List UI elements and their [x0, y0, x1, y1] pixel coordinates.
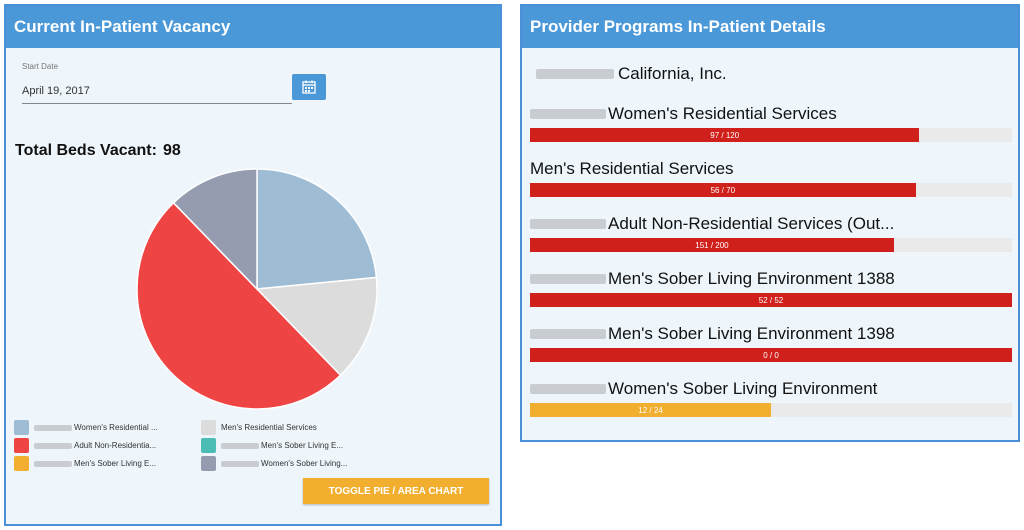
legend-label: Women's Sober Living...: [261, 459, 348, 468]
capacity-bar-label: 12 / 24: [638, 405, 663, 415]
program-item[interactable]: Men's Sober Living Environment 1388 52 / …: [530, 269, 1012, 307]
redacted-text: [530, 109, 606, 119]
pie-slice-5[interactable]: [172, 168, 258, 291]
redacted-text: [536, 69, 614, 79]
redacted-text: [34, 424, 72, 431]
program-name: Men's Residential Services: [530, 159, 734, 178]
legend-swatch: [14, 438, 29, 453]
legend-swatch: [201, 456, 216, 471]
redacted-text: [530, 329, 606, 339]
program-name: Adult Non-Residential Services (Out...: [608, 214, 895, 233]
organization-label: California, Inc.: [618, 64, 727, 83]
legend-item[interactable]: Men's Sober Living E...: [201, 438, 343, 453]
program-title: Adult Non-Residential Services (Out...: [530, 214, 1012, 234]
programs-panel: Provider Programs In-Patient Details Cal…: [520, 4, 1020, 442]
capacity-bar-track: 97 / 120: [530, 128, 1012, 142]
program-title: Women's Sober Living Environment: [530, 379, 1012, 399]
capacity-bar-label: 151 / 200: [695, 240, 729, 250]
capacity-bar-label: 97 / 120: [710, 130, 740, 140]
capacity-bar-track: 0 / 0: [530, 348, 1012, 362]
legend-label: Women's Residential ...: [74, 423, 158, 432]
legend-item[interactable]: Men's Sober Living E...: [14, 456, 156, 471]
vacancy-panel-title: Current In-Patient Vacancy: [6, 6, 500, 48]
calendar-icon: [302, 80, 316, 94]
redacted-text: [34, 442, 72, 449]
capacity-bar-track: 56 / 70: [530, 183, 1012, 197]
legend-item[interactable]: Men's Residential Services: [201, 420, 317, 435]
program-title: Men's Sober Living Environment 1388: [530, 269, 1012, 289]
program-item[interactable]: Women's Sober Living Environment 12 / 24: [530, 379, 1012, 417]
organization-name: California, Inc.: [536, 64, 727, 84]
program-title: Men's Residential Services: [530, 159, 1012, 179]
capacity-bar-fill: 0 / 0: [530, 348, 1012, 362]
redacted-text: [221, 460, 259, 467]
legend-label: Men's Sober Living E...: [261, 441, 344, 450]
program-item[interactable]: Men's Sober Living Environment 1398 0 / 0: [530, 324, 1012, 362]
legend-label: Men's Residential Services: [221, 423, 317, 432]
redacted-text: [34, 460, 72, 467]
capacity-bar-fill: 52 / 52: [530, 293, 1012, 307]
legend-swatch: [201, 438, 216, 453]
redacted-text: [530, 384, 606, 394]
pie-slice-2[interactable]: [136, 201, 342, 410]
start-date-label: Start Date: [22, 62, 59, 71]
legend-label: Men's Sober Living E...: [74, 459, 157, 468]
redacted-text: [530, 274, 606, 284]
capacity-bar-label: 52 / 52: [758, 295, 784, 305]
toggle-chart-button[interactable]: TOGGLE PIE / AREA CHART: [303, 478, 489, 504]
redacted-text: [530, 219, 606, 229]
capacity-bar-fill: 97 / 120: [530, 128, 920, 142]
total-beds-vacant: Total Beds Vacant: 98: [15, 142, 181, 160]
capacity-bar-track: 52 / 52: [530, 293, 1012, 307]
program-name: Men's Sober Living Environment 1398: [608, 324, 895, 343]
calendar-button[interactable]: [292, 74, 326, 100]
program-item[interactable]: Women's Residential Services 97 / 120: [530, 104, 1012, 142]
pie-slice-1[interactable]: [255, 276, 378, 377]
capacity-bar-label: 56 / 70: [710, 185, 736, 195]
capacity-bar-label: 0 / 0: [763, 350, 779, 360]
legend-swatch: [14, 420, 29, 435]
total-value: 98: [162, 142, 181, 159]
legend-label: Adult Non-Residentia...: [74, 441, 157, 450]
legend-swatch: [14, 456, 29, 471]
start-date-input[interactable]: [22, 78, 292, 104]
capacity-bar-fill: 151 / 200: [530, 238, 894, 252]
program-title: Men's Sober Living Environment 1398: [530, 324, 1012, 344]
program-title: Women's Residential Services: [530, 104, 1012, 124]
legend-item[interactable]: Women's Sober Living...: [201, 456, 347, 471]
vacancy-pie-chart[interactable]: [134, 166, 380, 412]
capacity-bar-track: 12 / 24: [530, 403, 1012, 417]
legend-swatch: [201, 420, 216, 435]
program-name: Men's Sober Living Environment 1388: [608, 269, 895, 288]
program-item[interactable]: Men's Residential Services 56 / 70: [530, 159, 1012, 197]
redacted-text: [221, 442, 259, 449]
program-item[interactable]: Adult Non-Residential Services (Out... 15…: [530, 214, 1012, 252]
legend-item[interactable]: Adult Non-Residentia...: [14, 438, 156, 453]
programs-panel-title: Provider Programs In-Patient Details: [522, 6, 1018, 48]
vacancy-panel: Current In-Patient Vacancy Start Date To…: [4, 4, 502, 526]
pie-slice-0[interactable]: [256, 168, 378, 290]
program-name: Women's Sober Living Environment: [608, 379, 878, 398]
capacity-bar-track: 151 / 200: [530, 238, 1012, 252]
capacity-bar-fill: 12 / 24: [530, 403, 771, 417]
total-label: Total Beds Vacant:: [15, 142, 157, 159]
program-name: Women's Residential Services: [608, 104, 837, 123]
legend-item[interactable]: Women's Residential ...: [14, 420, 158, 435]
capacity-bar-fill: 56 / 70: [530, 183, 916, 197]
